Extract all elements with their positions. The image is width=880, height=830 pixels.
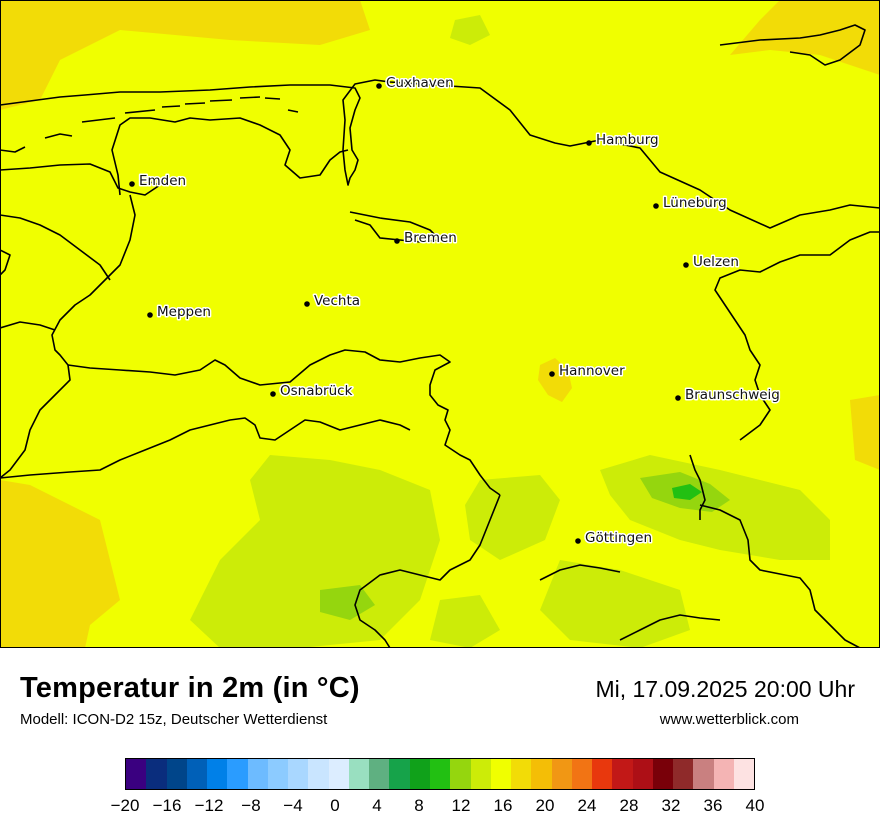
city-label: Hamburg	[596, 132, 659, 148]
colorbar-segment	[673, 759, 694, 789]
colorbar-segment	[733, 759, 755, 789]
colorbar-segment	[207, 759, 228, 789]
colorbar-segment	[632, 759, 653, 789]
city-dot	[394, 238, 400, 244]
colorbar-segment	[652, 759, 674, 789]
colorbar-segment	[409, 759, 430, 789]
colorbar-segment	[247, 759, 268, 789]
city-label: Cuxhaven	[386, 75, 454, 91]
city-label: Göttingen	[585, 530, 652, 546]
colorbar-segment	[348, 759, 370, 789]
colorbar-segment	[166, 759, 187, 789]
colorbar-segment	[470, 759, 491, 789]
colorbar-segment	[592, 759, 613, 789]
colorbar-tick-label: 28	[619, 796, 639, 815]
colorbar-segment	[450, 759, 471, 789]
colorbar-segment	[571, 759, 593, 789]
colorbar-segment	[186, 759, 208, 789]
city-dot	[376, 83, 382, 89]
colorbar-segment	[369, 759, 390, 789]
colorbar-tick-label: −8	[241, 796, 261, 815]
colorbar-segment	[389, 759, 410, 789]
temperature-map: Cuxhaven Hamburg Emden Lüneburg Bremen Uelzen…	[0, 0, 880, 648]
city-label: Lüneburg	[663, 195, 727, 211]
map-title: Temperatur in 2m (in °C)	[20, 672, 360, 704]
city-label: Vechta	[314, 293, 360, 309]
website-link[interactable]: www.wetterblick.com	[659, 711, 799, 728]
colorbar-tick-label: 32	[661, 796, 681, 815]
colorbar-segment	[490, 759, 512, 789]
city-label: Emden	[139, 173, 186, 189]
city-dot	[586, 140, 592, 146]
city-dot	[653, 203, 659, 209]
city-dot	[304, 301, 310, 307]
city-label: Uelzen	[693, 254, 739, 270]
city-dot	[549, 371, 555, 377]
colorbar-segment	[511, 759, 532, 789]
colorbar-segment	[288, 759, 309, 789]
city-label: Bremen	[404, 230, 457, 246]
city-dot	[270, 391, 276, 397]
colorbar-segment	[267, 759, 289, 789]
colorbar-tick-label: 40	[745, 796, 765, 815]
colorbar-tick-label: −12	[194, 796, 224, 815]
borders	[0, 24, 880, 648]
city-label: Meppen	[157, 304, 211, 320]
colorbar-tick-label: 20	[535, 796, 555, 815]
colorbar-tick-label: 24	[577, 796, 597, 815]
colorbar-segment	[429, 759, 451, 789]
colorbar-tick-label: 16	[493, 796, 513, 815]
colorbar-segment	[227, 759, 248, 789]
colorbar-tick-label: −4	[283, 796, 303, 815]
colorbar-segment	[551, 759, 572, 789]
colorbar-segment	[693, 759, 714, 789]
city-markers: Cuxhaven Hamburg Emden Lüneburg Bremen Uelzen…	[129, 74, 781, 548]
colorbar-tick-label: −16	[152, 796, 182, 815]
colorbar-tick-label: 36	[703, 796, 723, 815]
colorbar-tick-label: 0	[330, 796, 340, 815]
model-caption: Modell: ICON-D2 15z, Deutscher Wetterdie…	[20, 711, 328, 728]
forecast-datetime: Mi, 17.09.2025 20:00 Uhr	[595, 676, 855, 702]
colorbar-segment	[531, 759, 552, 789]
temperature-colorbar	[125, 758, 755, 790]
colorbar-tick-label: 12	[451, 796, 471, 815]
colorbar-segment	[146, 759, 167, 789]
colorbar-ticks: −20 −16 −12 −8 −4 0 4 8 12 16 20 24 28 32 36 40	[111, 796, 765, 818]
city-dot	[675, 395, 681, 401]
colorbar-segment	[308, 759, 329, 789]
city-dot	[147, 312, 153, 318]
city-label: Braunschweig	[685, 387, 780, 403]
colorbar-segment	[612, 759, 633, 789]
colorbar-tick-label: 8	[414, 796, 424, 815]
city-dot	[129, 181, 135, 187]
city-dot	[575, 538, 581, 544]
city-label: Hannover	[559, 363, 625, 379]
colorbar-segment	[328, 759, 349, 789]
temperature-field-cool-spot	[672, 484, 702, 500]
colorbar-segment	[713, 759, 734, 789]
city-dot	[683, 262, 689, 268]
colorbar-tick-label: 4	[372, 796, 382, 815]
city-label: Osnabrück	[280, 383, 353, 399]
colorbar-tick-label: −20	[110, 796, 140, 815]
colorbar-segment	[126, 759, 147, 789]
temperature-field-warm-areas	[0, 0, 880, 648]
